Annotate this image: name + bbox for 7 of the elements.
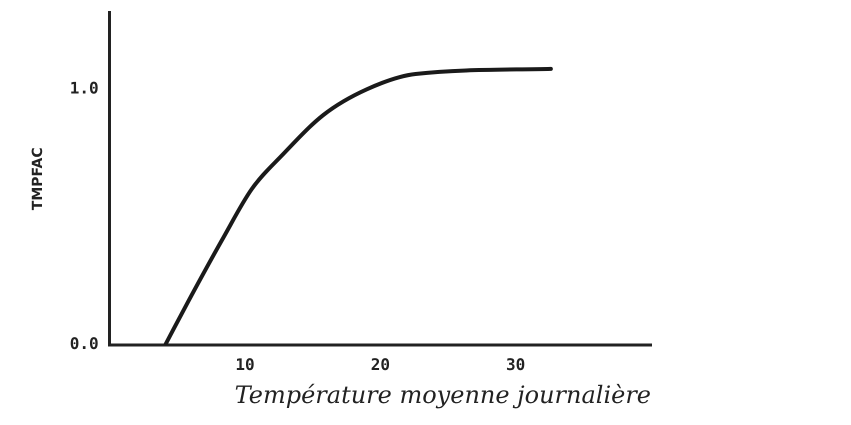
y-tick-label: 0.0 — [70, 334, 99, 354]
y-axis-title: TMPFAC — [30, 147, 46, 210]
x-tick-label: 30 — [506, 354, 526, 374]
x-tick-label: 20 — [370, 354, 390, 374]
x-tick-label: 10 — [235, 354, 255, 374]
y-tick-label: 1.0 — [70, 78, 99, 98]
x-axis-title: Température moyenne journalière — [234, 380, 651, 409]
